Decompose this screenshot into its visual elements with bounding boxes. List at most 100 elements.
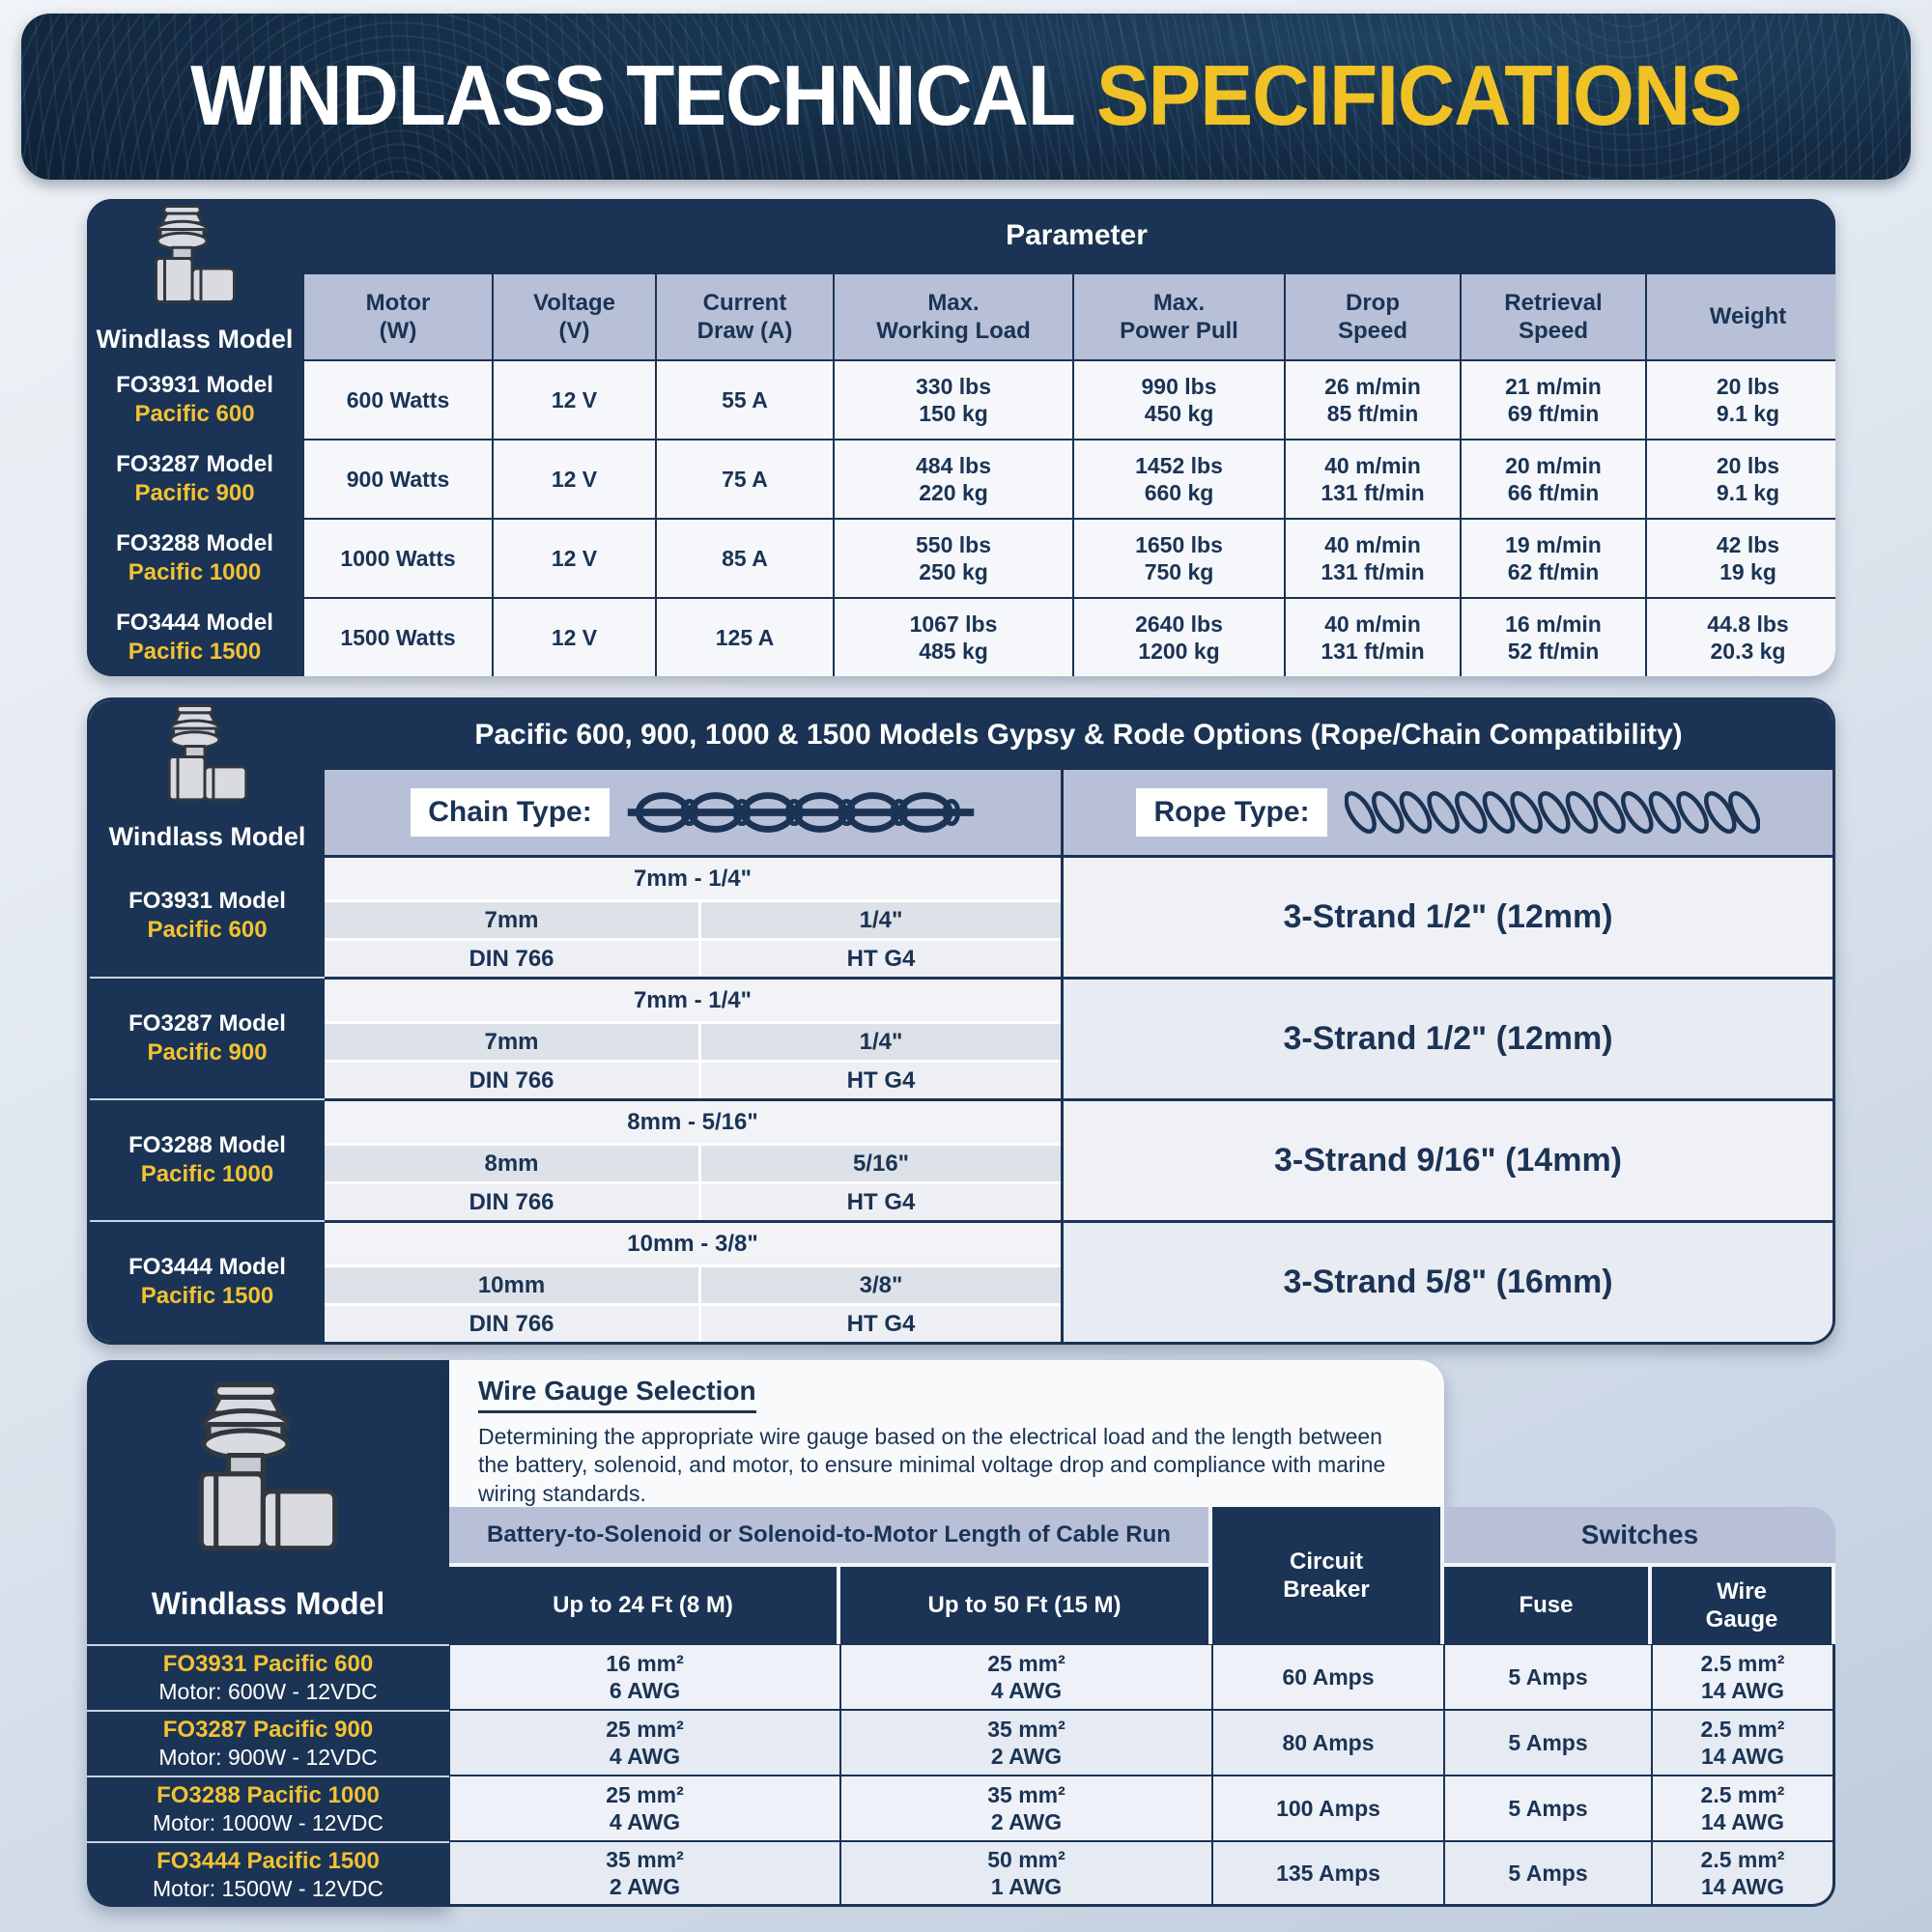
column-header-working-load: Max. Working Load: [835, 274, 1072, 359]
cell-fuse: 5 Amps: [1444, 1710, 1652, 1776]
spec-cell-weight: 42 lbs 19 kg: [1647, 520, 1835, 597]
spec-cell-motor: 1500 Watts: [304, 599, 492, 676]
cell-fuse: 5 Amps: [1444, 1776, 1652, 1841]
column-header-voltage: Voltage (V): [494, 274, 655, 359]
page-title-main: WINDLASS TECHNICAL: [190, 48, 1076, 144]
model-variant: Pacific 1000: [140, 1161, 274, 1187]
model-variant: Pacific 900: [134, 480, 255, 506]
cell-gauge: 2.5 mm² 14 AWG: [1652, 1776, 1835, 1841]
model-name: FO3288 Pacific 1000: [156, 1781, 380, 1808]
wire-gauge-info-title: Wire Gauge Selection: [478, 1376, 756, 1413]
spec-cell-current: 55 A: [657, 361, 833, 439]
model-name: FO3931 Model: [128, 888, 286, 914]
cell-50ft: 25 mm² 4 AWG: [840, 1644, 1212, 1710]
windlass-icon: [135, 704, 280, 818]
chain-imperial: 1/4": [701, 899, 1061, 938]
windlass-icon: [123, 205, 268, 321]
column-header-motor: Motor (W): [304, 274, 492, 359]
model-cell: FO3444 Model Pacific 1500: [90, 1220, 325, 1342]
cell-gauge: 2.5 mm² 14 AWG: [1652, 1710, 1835, 1776]
model-name: FO3288 Model: [116, 530, 273, 556]
model-name: FO3444 Model: [128, 1254, 286, 1280]
model-motor: Motor: 900W - 12VDC: [158, 1744, 378, 1770]
cell-50ft: 35 mm² 2 AWG: [840, 1776, 1212, 1841]
page-title-accent: SPECIFICATIONS: [1095, 48, 1743, 144]
spec-cell-power-pull: 1650 lbs 750 kg: [1074, 520, 1284, 597]
column-header-drop-speed: Drop Speed: [1286, 274, 1460, 359]
column-header-wire-gauge: Wire Gauge: [1652, 1567, 1835, 1644]
chain-icon: [627, 782, 975, 842]
rope-size: 3-Strand 1/2" (12mm): [1061, 855, 1833, 977]
model-column-label: Windlass Model: [96, 324, 294, 354]
spec-cell-voltage: 12 V: [494, 520, 655, 597]
model-motor: Motor: 600W - 12VDC: [158, 1678, 378, 1704]
model-name: FO3287 Pacific 900: [162, 1716, 374, 1743]
cell-50ft: 35 mm² 2 AWG: [840, 1710, 1212, 1776]
chain-range: 7mm - 1/4": [325, 977, 1061, 1021]
column-header-current: Current Draw (A): [657, 274, 833, 359]
chain-imperial-standard: HT G4: [701, 1303, 1061, 1342]
spec-cell-working-load: 484 lbs 220 kg: [835, 440, 1072, 518]
model-cell: FO3444 Pacific 1500 Motor: 1500W - 12VDC: [87, 1841, 449, 1907]
rope-type-header: Rope Type:: [1061, 770, 1833, 855]
model-variant: Pacific 900: [147, 1039, 268, 1065]
chain-metric: 7mm: [325, 899, 701, 938]
chain-metric: 10mm: [325, 1264, 701, 1303]
model-cell: FO3288 Pacific 1000 Motor: 1000W - 12VDC: [87, 1776, 449, 1841]
model-column-label: Windlass Model: [151, 1586, 385, 1621]
chain-range: 10mm - 3/8": [325, 1220, 1061, 1264]
spec-table: Windlass Model Parameter Motor (W) Volta…: [87, 199, 1835, 676]
model-motor: Motor: 1000W - 12VDC: [152, 1809, 384, 1835]
parameter-header: Parameter: [304, 199, 1835, 272]
spec-cell-weight: 44.8 lbs 20.3 kg: [1647, 599, 1835, 676]
spec-cell-current: 75 A: [657, 440, 833, 518]
spec-cell-motor: 1000 Watts: [304, 520, 492, 597]
spec-cell-retrieval-speed: 21 m/min 69 ft/min: [1462, 361, 1645, 439]
chain-imperial-standard: HT G4: [701, 938, 1061, 977]
page-title: WINDLASS TECHNICAL SPECIFICATIONS: [190, 47, 1743, 146]
wire-gauge-grid: Battery-to-Solenoid or Solenoid-to-Motor…: [449, 1507, 1835, 1907]
column-header-retrieval-speed: Retrieval Speed: [1462, 274, 1645, 359]
chain-imperial: 5/16": [701, 1143, 1061, 1181]
column-header-fuse: Fuse: [1444, 1567, 1652, 1644]
rope-size: 3-Strand 9/16" (14mm): [1061, 1098, 1833, 1220]
chain-type-header: Chain Type:: [325, 770, 1061, 855]
cell-gauge: 2.5 mm² 14 AWG: [1652, 1841, 1835, 1907]
model-cell: FO3287 Model Pacific 900: [87, 440, 302, 518]
chain-metric-standard: DIN 766: [325, 938, 701, 977]
spec-cell-working-load: 1067 lbs 485 kg: [835, 599, 1072, 676]
model-cell: FO3288 Model Pacific 1000: [87, 520, 302, 597]
spec-cell-drop-speed: 40 m/min 131 ft/min: [1286, 599, 1460, 676]
cell-breaker: 100 Amps: [1212, 1776, 1444, 1841]
wire-gauge-info-text: Determining the appropriate wire gauge b…: [478, 1424, 1386, 1506]
spec-cell-current: 125 A: [657, 599, 833, 676]
chain-imperial-standard: HT G4: [701, 1181, 1061, 1220]
column-header-power-pull: Max. Power Pull: [1074, 274, 1284, 359]
rope-size: 3-Strand 5/8" (16mm): [1061, 1220, 1833, 1342]
column-header-50ft: Up to 50 Ft (15 M): [840, 1567, 1212, 1644]
spec-cell-voltage: 12 V: [494, 599, 655, 676]
spec-cell-working-load: 330 lbs 150 kg: [835, 361, 1072, 439]
model-name: FO3931 Pacific 600: [162, 1650, 374, 1677]
cell-gauge: 2.5 mm² 14 AWG: [1652, 1644, 1835, 1710]
wire-model-column-header: Windlass Model: [87, 1360, 449, 1644]
spec-cell-power-pull: 990 lbs 450 kg: [1074, 361, 1284, 439]
model-cell: FO3288 Model Pacific 1000: [90, 1098, 325, 1220]
spec-cell-working-load: 550 lbs 250 kg: [835, 520, 1072, 597]
model-cell: FO3287 Pacific 900 Motor: 900W - 12VDC: [87, 1710, 449, 1776]
spec-cell-power-pull: 1452 lbs 660 kg: [1074, 440, 1284, 518]
gypsy-model-column-header: Windlass Model: [90, 700, 325, 855]
model-name: FO3287 Model: [128, 1010, 286, 1037]
spec-cell-retrieval-speed: 19 m/min 62 ft/min: [1462, 520, 1645, 597]
spec-cell-weight: 20 lbs 9.1 kg: [1647, 361, 1835, 439]
cell-24ft: 16 mm² 6 AWG: [449, 1644, 840, 1710]
spec-cell-retrieval-speed: 16 m/min 52 ft/min: [1462, 599, 1645, 676]
chain-imperial-standard: HT G4: [701, 1060, 1061, 1098]
spec-cell-power-pull: 2640 lbs 1200 kg: [1074, 599, 1284, 676]
cell-fuse: 5 Amps: [1444, 1644, 1652, 1710]
rope-type-label: Rope Type:: [1136, 788, 1327, 837]
chain-metric: 7mm: [325, 1021, 701, 1060]
spec-cell-weight: 20 lbs 9.1 kg: [1647, 440, 1835, 518]
column-header-24ft: Up to 24 Ft (8 M): [449, 1567, 840, 1644]
